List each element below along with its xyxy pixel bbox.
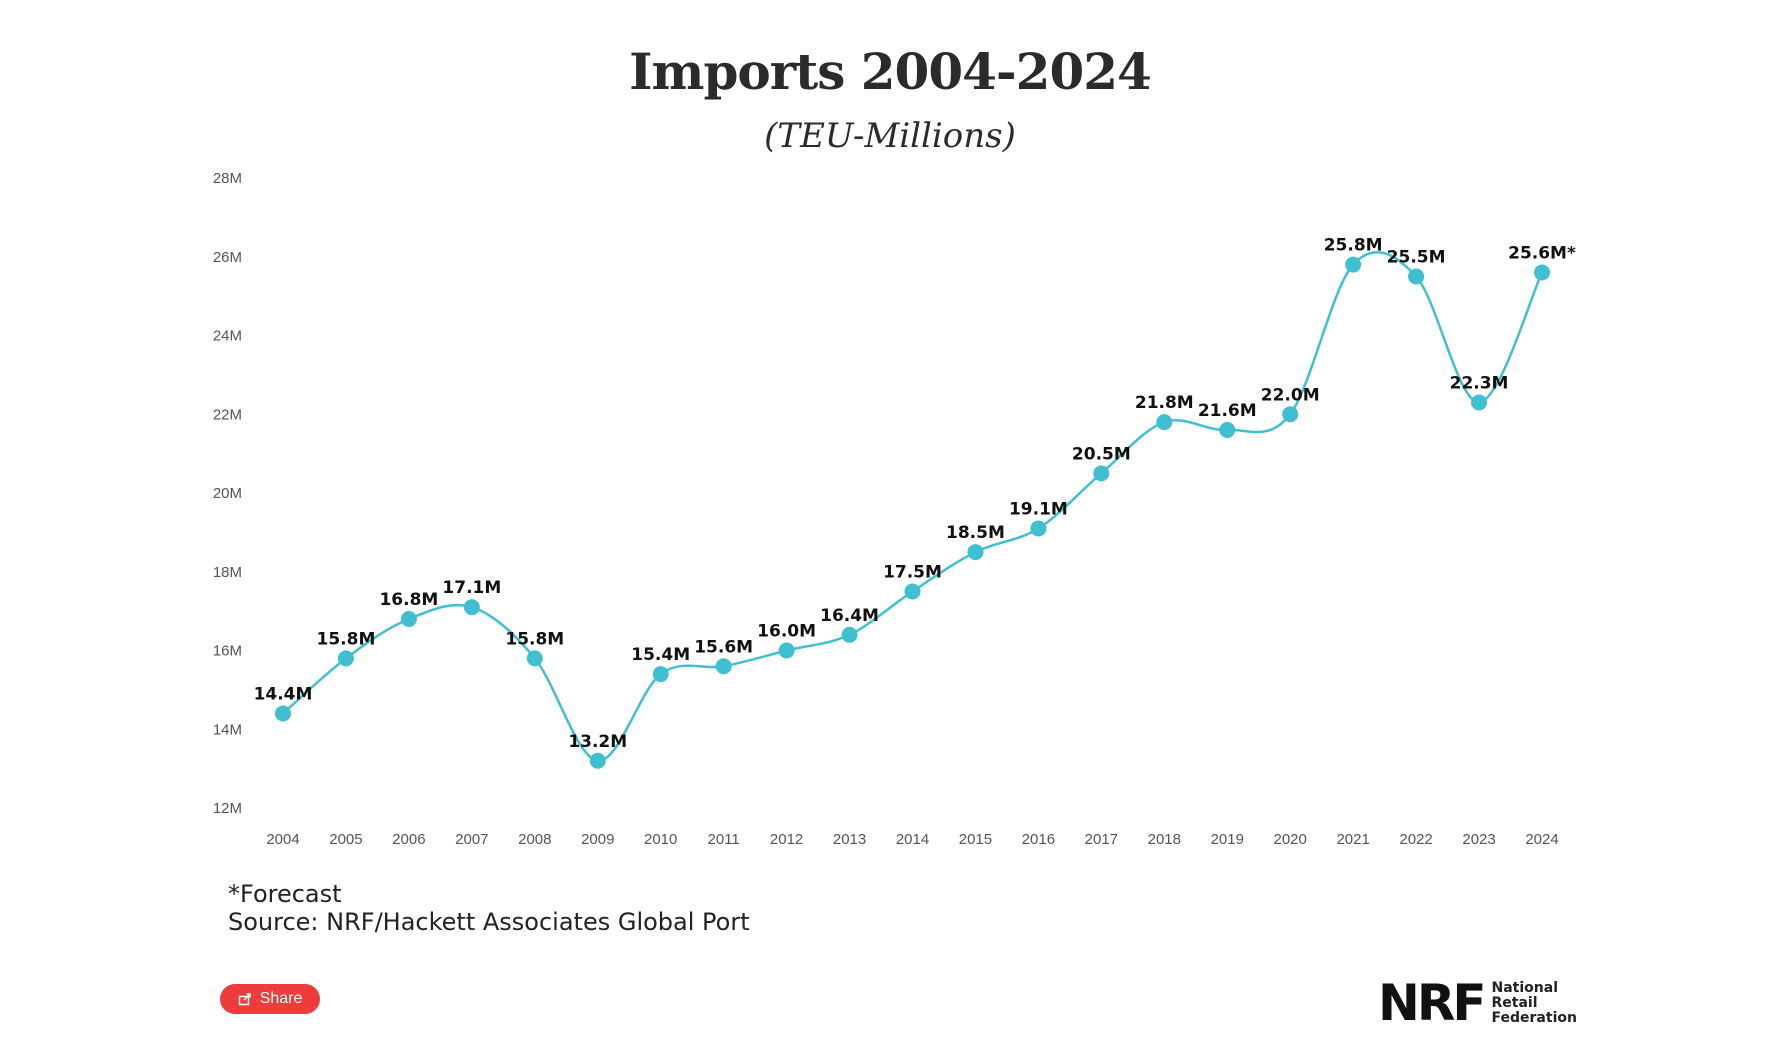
share-icon <box>238 993 251 1006</box>
x-tick-label: 2004 <box>266 831 299 848</box>
x-tick-label: 2012 <box>770 831 803 848</box>
y-tick-label: 16M <box>213 643 242 660</box>
data-point[interactable] <box>1093 465 1110 482</box>
x-tick-label: 2022 <box>1399 831 1432 848</box>
x-tick-label: 2006 <box>392 831 425 848</box>
x-tick-label: 2021 <box>1336 831 1369 848</box>
x-tick-label: 2015 <box>959 831 992 848</box>
data-label: 14.4M <box>254 685 313 705</box>
data-point[interactable] <box>337 650 354 667</box>
data-point[interactable] <box>841 626 858 643</box>
y-tick-label: 14M <box>213 721 242 738</box>
chart-subtitle: (TEU-Millions) <box>764 116 1016 156</box>
y-axis-ticks: 12M 14M 16M 18M 20M 22M 24M 26M 28M <box>213 170 242 817</box>
x-tick-label: 2013 <box>833 831 866 848</box>
data-label: 19.1M <box>1009 499 1068 519</box>
y-tick-label: 12M <box>213 800 242 817</box>
data-label: 21.6M <box>1198 401 1257 421</box>
forecast-note: *Forecast <box>228 880 342 908</box>
data-label: 15.8M <box>505 629 564 649</box>
data-label: 17.5M <box>883 562 942 582</box>
data-point[interactable] <box>526 650 543 667</box>
data-label: 15.8M <box>317 629 376 649</box>
data-label: 15.4M <box>631 645 690 665</box>
logo-line-3: Federation <box>1491 1009 1577 1026</box>
share-label: Share <box>259 990 303 1007</box>
x-tick-label: 2017 <box>1085 831 1118 848</box>
source-note: Source: NRF/Hackett Associates Global Po… <box>228 908 750 936</box>
data-point[interactable] <box>275 705 291 722</box>
data-point[interactable] <box>1471 394 1488 411</box>
x-tick-label: 2009 <box>581 831 614 848</box>
y-tick-label: 20M <box>213 485 242 502</box>
data-label: 20.5M <box>1072 444 1131 464</box>
x-axis-ticks: 2004 2005 2006 2007 2008 2009 2010 2011 2012 2013… <box>266 831 1558 848</box>
data-point[interactable] <box>1345 256 1362 273</box>
y-tick-label: 28M <box>213 170 242 187</box>
nrf-logo: NRF National Retail Federation <box>1378 978 1577 1028</box>
y-tick-label: 26M <box>213 249 242 266</box>
series-line <box>282 250 1544 762</box>
data-point[interactable] <box>589 752 606 769</box>
data-point[interactable] <box>778 642 795 659</box>
data-label: 17.1M <box>442 578 501 598</box>
data-label: 22.0M <box>1261 385 1320 405</box>
data-label: 16.8M <box>379 590 438 610</box>
y-tick-label: 22M <box>213 406 242 423</box>
chart-title: Imports 2004-2024 <box>629 42 1152 101</box>
data-label: 18.5M <box>946 523 1005 543</box>
data-points <box>275 256 1550 769</box>
logo-line-2: Retail <box>1491 994 1538 1011</box>
data-point[interactable] <box>1408 268 1425 285</box>
data-point[interactable] <box>400 611 417 627</box>
x-tick-label: 2005 <box>329 831 362 848</box>
share-button[interactable]: Share <box>220 984 320 1014</box>
data-point[interactable] <box>715 658 732 675</box>
x-tick-label: 2024 <box>1525 831 1558 848</box>
logo-line-1: National <box>1491 979 1559 996</box>
x-tick-label: 2018 <box>1148 831 1181 848</box>
data-label: 25.5M <box>1387 247 1446 267</box>
data-label: 25.8M <box>1324 236 1383 256</box>
data-point[interactable] <box>1030 520 1047 537</box>
data-label: 21.8M <box>1135 393 1194 413</box>
x-tick-label: 2016 <box>1022 831 1055 848</box>
data-label: 25.6M* <box>1508 244 1576 264</box>
x-tick-label: 2007 <box>455 831 488 848</box>
logo-words: National Retail Federation <box>1491 979 1577 1026</box>
data-point[interactable] <box>904 583 921 600</box>
line-chart: 12M 14M 16M 18M 20M 22M 24M 26M 28M 2004 2005 2006… <box>213 170 1576 848</box>
data-point[interactable] <box>463 599 480 616</box>
data-point[interactable] <box>967 544 984 561</box>
data-label: 15.6M <box>694 637 753 657</box>
data-point[interactable] <box>1534 264 1550 281</box>
y-tick-label: 24M <box>213 328 242 345</box>
data-point[interactable] <box>1219 422 1236 438</box>
data-point[interactable] <box>652 666 669 683</box>
x-tick-label: 2010 <box>644 831 677 848</box>
x-tick-label: 2008 <box>518 831 551 848</box>
data-point[interactable] <box>1156 414 1173 431</box>
data-label: 13.2M <box>568 732 627 752</box>
x-tick-label: 2019 <box>1211 831 1244 848</box>
logo-mark: NRF <box>1378 974 1487 1032</box>
data-point[interactable] <box>1282 406 1299 423</box>
y-tick-label: 18M <box>213 564 242 581</box>
data-label: 22.3M <box>1450 373 1509 393</box>
data-label: 16.0M <box>757 622 816 642</box>
data-label: 16.4M <box>820 606 879 626</box>
x-tick-label: 2020 <box>1274 831 1307 848</box>
x-tick-label: 2023 <box>1462 831 1495 848</box>
x-tick-label: 2011 <box>708 831 740 848</box>
x-tick-label: 2014 <box>896 831 929 848</box>
